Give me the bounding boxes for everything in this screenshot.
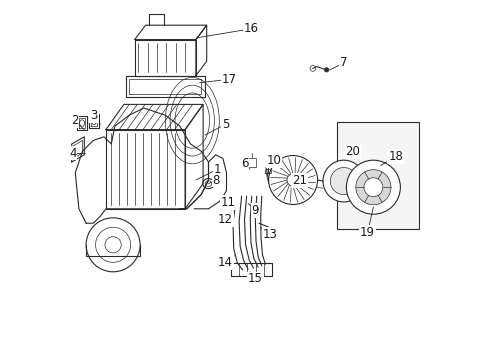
Text: 3: 3 (90, 109, 98, 122)
Text: 9: 9 (251, 204, 259, 217)
Circle shape (363, 178, 382, 197)
Text: 6: 6 (240, 157, 248, 170)
Circle shape (268, 156, 317, 204)
Text: 12: 12 (218, 213, 232, 226)
Text: 11: 11 (221, 196, 235, 209)
Text: 13: 13 (263, 228, 277, 241)
Bar (336, 122, 418, 229)
Text: 17: 17 (222, 73, 236, 86)
Circle shape (329, 167, 357, 195)
Circle shape (322, 160, 364, 202)
Circle shape (286, 174, 299, 186)
Ellipse shape (203, 179, 214, 189)
Text: 7: 7 (340, 57, 347, 69)
Text: 1: 1 (213, 163, 221, 176)
Text: 19: 19 (359, 226, 374, 239)
Text: 10: 10 (266, 154, 281, 167)
Circle shape (346, 160, 400, 214)
Text: 2: 2 (71, 114, 78, 127)
Circle shape (355, 170, 390, 205)
Text: 21: 21 (291, 174, 306, 187)
Text: 15: 15 (247, 273, 262, 285)
Text: 14: 14 (218, 256, 232, 269)
Text: 4: 4 (69, 147, 77, 159)
Circle shape (324, 68, 328, 72)
Text: 18: 18 (387, 150, 402, 163)
Text: 8: 8 (212, 174, 220, 186)
Text: 20: 20 (345, 145, 359, 158)
Text: 16: 16 (243, 22, 258, 35)
Text: 5: 5 (222, 118, 229, 131)
